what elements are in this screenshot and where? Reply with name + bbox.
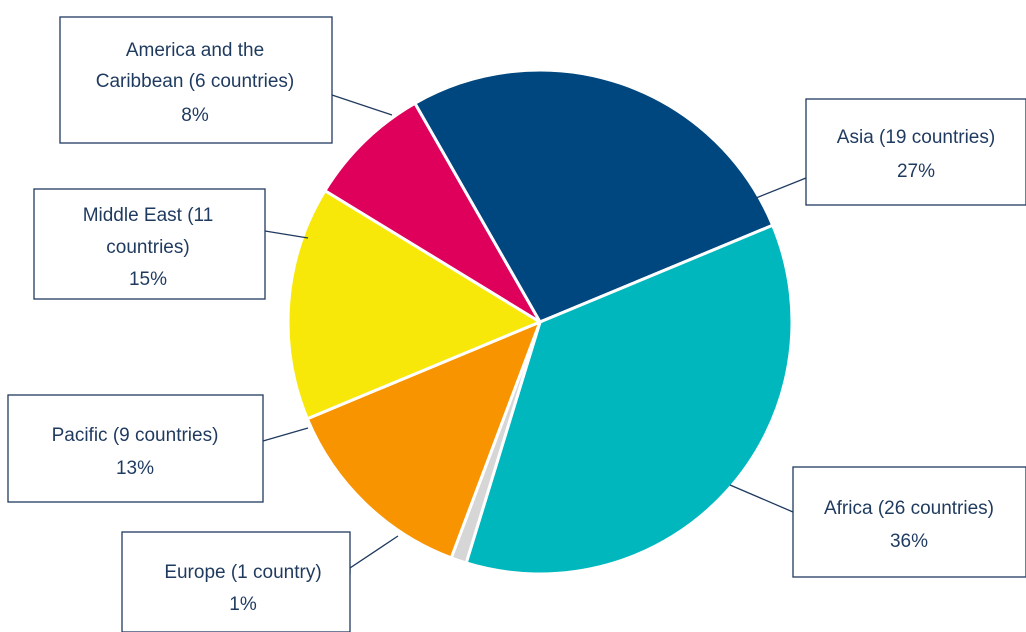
pie-slice-pacific bbox=[305, 319, 543, 560]
label-percent-africa: 36% bbox=[890, 531, 928, 552]
label-percent-europe: 1% bbox=[229, 594, 257, 615]
label-name-europe: Europe (1 country) bbox=[164, 562, 321, 583]
pie-labels: Asia (19 countries) 27% Africa (26 countri… bbox=[7, 16, 1026, 632]
label-box-europe bbox=[121, 531, 351, 632]
label-name-africa: Africa (26 countries) bbox=[824, 498, 994, 519]
label-name-middle-east: Middle East (11 bbox=[83, 205, 214, 226]
leader-line-asia bbox=[755, 177, 807, 199]
pie-slice-middle-east bbox=[286, 188, 544, 421]
label-percent-middle-east: 15% bbox=[129, 269, 167, 290]
label-box-asia bbox=[805, 98, 1026, 206]
label-box-america-and-the-caribbean bbox=[59, 16, 333, 144]
data-label-middle-east: Middle East (11 countries) 15% bbox=[33, 188, 309, 300]
label-percent-asia: 27% bbox=[897, 161, 935, 182]
pie-slice-america-and-the-caribbean bbox=[322, 101, 542, 324]
label-name-asia: Asia (19 countries) bbox=[837, 127, 995, 148]
leader-line-middle-east bbox=[264, 230, 309, 239]
leader-line-pacific bbox=[262, 427, 309, 442]
label-percent-pacific: 13% bbox=[116, 458, 154, 479]
data-label-asia: Asia (19 countries) 27% bbox=[755, 98, 1026, 206]
data-label-pacific: Pacific (9 countries) 13% bbox=[7, 394, 309, 503]
data-label-europe: Europe (1 country) 1% bbox=[121, 531, 399, 632]
pie-slice-africa bbox=[464, 223, 794, 576]
label-box-africa bbox=[792, 466, 1026, 578]
data-label-africa: Africa (26 countries) 36% bbox=[729, 466, 1026, 578]
label-name-middle-east: countries) bbox=[106, 237, 189, 258]
label-percent-america-and-the-caribbean: 8% bbox=[181, 105, 209, 126]
label-box-middle-east bbox=[33, 188, 266, 300]
label-box-pacific bbox=[7, 394, 264, 503]
label-name-america-and-the-caribbean: Caribbean (6 countries) bbox=[96, 71, 295, 92]
data-label-america-and-the-caribbean: America and the Caribbean (6 countries) 8% bbox=[59, 16, 393, 144]
label-name-pacific: Pacific (9 countries) bbox=[52, 425, 219, 446]
leader-line-america-and-the-caribbean bbox=[331, 94, 393, 116]
leader-line-africa bbox=[729, 484, 794, 513]
pie-slices bbox=[286, 68, 794, 576]
label-name-america-and-the-caribbean: America and the bbox=[126, 40, 264, 61]
leader-line-europe bbox=[349, 535, 399, 574]
